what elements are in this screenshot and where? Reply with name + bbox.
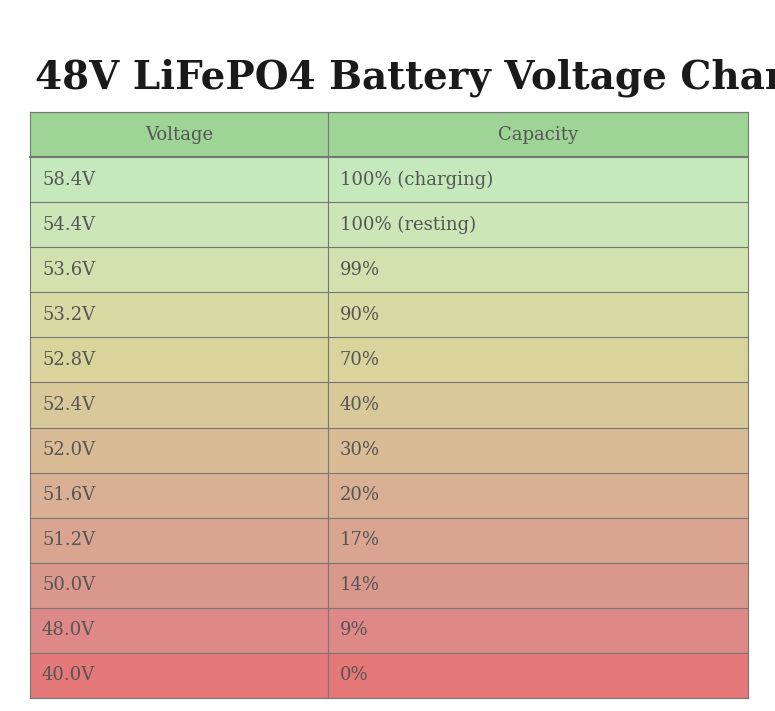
Text: 52.4V: 52.4V xyxy=(42,396,95,414)
Text: 0%: 0% xyxy=(340,666,369,685)
Text: 54.4V: 54.4V xyxy=(42,215,95,234)
Bar xyxy=(328,292,748,338)
Text: 48.0V: 48.0V xyxy=(42,621,95,639)
Bar xyxy=(30,473,328,518)
Bar xyxy=(30,112,328,157)
Text: 99%: 99% xyxy=(340,261,380,279)
Bar xyxy=(328,247,748,292)
Text: 17%: 17% xyxy=(340,531,380,549)
Bar xyxy=(328,473,748,518)
Bar xyxy=(30,383,328,427)
Text: 52.8V: 52.8V xyxy=(42,351,95,369)
Bar xyxy=(328,518,748,563)
Text: 53.6V: 53.6V xyxy=(42,261,95,279)
Text: 50.0V: 50.0V xyxy=(42,577,95,594)
Bar xyxy=(30,247,328,292)
Text: 100% (charging): 100% (charging) xyxy=(340,171,493,188)
Bar xyxy=(30,608,328,653)
Text: 90%: 90% xyxy=(340,306,380,324)
Text: 14%: 14% xyxy=(340,577,380,594)
Text: 52.0V: 52.0V xyxy=(42,441,95,459)
Text: 51.6V: 51.6V xyxy=(42,486,95,504)
Text: 20%: 20% xyxy=(340,486,380,504)
Bar xyxy=(30,202,328,247)
Text: 9%: 9% xyxy=(340,621,369,639)
Text: 70%: 70% xyxy=(340,351,380,369)
Bar xyxy=(30,157,328,202)
Bar xyxy=(328,427,748,473)
Bar xyxy=(30,563,328,608)
Text: 40%: 40% xyxy=(340,396,380,414)
Text: 58.4V: 58.4V xyxy=(42,171,95,188)
Bar xyxy=(30,653,328,698)
Bar xyxy=(328,608,748,653)
Bar xyxy=(328,112,748,157)
Bar xyxy=(30,518,328,563)
Text: Voltage: Voltage xyxy=(145,126,213,144)
Bar xyxy=(30,292,328,338)
Text: 30%: 30% xyxy=(340,441,380,459)
Text: 53.2V: 53.2V xyxy=(42,306,95,324)
Text: 100% (resting): 100% (resting) xyxy=(340,215,476,234)
Text: Capacity: Capacity xyxy=(498,126,578,144)
Bar xyxy=(328,157,748,202)
Text: 51.2V: 51.2V xyxy=(42,531,95,549)
Text: 40.0V: 40.0V xyxy=(42,666,95,685)
Bar xyxy=(328,338,748,383)
Bar xyxy=(328,383,748,427)
Bar xyxy=(328,653,748,698)
Bar xyxy=(328,563,748,608)
Bar xyxy=(328,202,748,247)
Bar xyxy=(30,427,328,473)
Text: 48V LiFePO4 Battery Voltage Chart: 48V LiFePO4 Battery Voltage Chart xyxy=(35,59,775,97)
Bar xyxy=(30,338,328,383)
